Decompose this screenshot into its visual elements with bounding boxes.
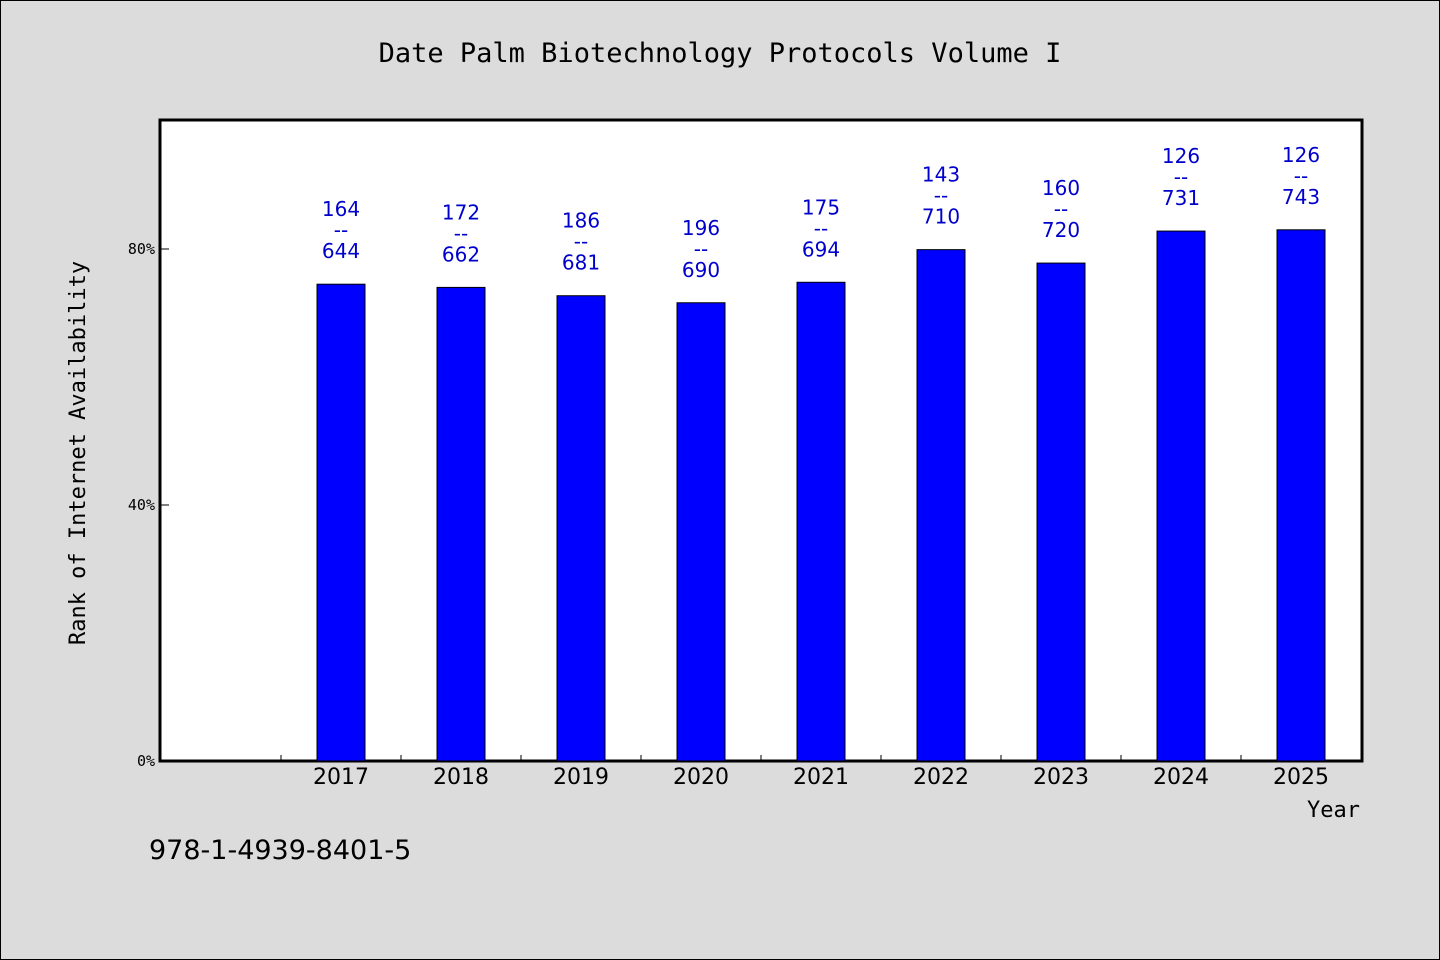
x-tick-label: 2017 (313, 765, 369, 790)
bar-data-label: 694 (802, 237, 840, 261)
x-tick-label: 2024 (1153, 765, 1209, 790)
bar-labels: 164--644172--662186--681196--690175--694… (322, 143, 1320, 282)
bar-data-label: -- (334, 218, 348, 242)
x-tick-label: 2019 (553, 765, 609, 790)
x-tick-label: 2025 (1273, 765, 1329, 790)
chart-title: Date Palm Biotechnology Protocols Volume… (379, 38, 1062, 69)
bar-data-label: 172 (442, 200, 480, 224)
bar-data-label: 126 (1282, 143, 1320, 167)
y-tick-label: 40% (128, 496, 155, 514)
bar-2019 (556, 295, 606, 762)
bar-data-label: 196 (682, 216, 720, 240)
bar-data-label: 126 (1162, 144, 1200, 168)
bar-data-label: 690 (682, 258, 720, 282)
bar-data-label: 160 (1042, 176, 1080, 200)
bar-data-label: -- (694, 237, 708, 261)
bar-data-label: -- (574, 230, 588, 254)
bar-data-label: 186 (562, 209, 600, 233)
bar-data-label: -- (1294, 164, 1308, 188)
x-tick-label: 2022 (913, 765, 969, 790)
bar-2022 (916, 249, 966, 762)
bar-data-label: 720 (1042, 218, 1080, 242)
bar-data-label: 710 (922, 205, 960, 229)
bar-data-label: 164 (322, 197, 360, 221)
bar-data-label: -- (454, 221, 468, 245)
bar-data-label: -- (1054, 197, 1068, 221)
bar-2020 (676, 302, 726, 762)
bar-data-label: 644 (322, 239, 360, 263)
y-tick-label: 80% (128, 240, 155, 258)
bar-data-label: 143 (922, 163, 960, 187)
y-tick-label: 0% (137, 752, 155, 770)
bar-data-label: 681 (562, 251, 600, 275)
bar-2025 (1276, 229, 1326, 762)
isbn-label: 978-1-4939-8401-5 (149, 835, 412, 866)
bar-data-label: -- (1174, 165, 1188, 189)
x-tick-label: 2018 (433, 765, 489, 790)
bar-data-label: -- (814, 216, 828, 240)
bar-2023 (1036, 262, 1086, 762)
bar-2017 (316, 283, 366, 762)
x-tick-label: 2020 (673, 765, 729, 790)
x-tick-label: 2023 (1033, 765, 1089, 790)
bar-2021 (796, 281, 846, 762)
x-axis: 2017 2018 2019 2020 2021 2022 2023 2024 2025 (280, 755, 1329, 790)
bar-data-label: -- (934, 184, 948, 208)
bar-2024 (1156, 230, 1206, 762)
bars (316, 229, 1326, 762)
y-axis: 0% 40% 80% (128, 240, 169, 770)
x-tick-label: 2021 (793, 765, 849, 790)
x-axis-title: Year (1307, 798, 1360, 823)
bar-data-label: 662 (442, 242, 480, 266)
bar-data-label: 731 (1162, 186, 1200, 210)
bar-data-label: 743 (1282, 185, 1320, 209)
bar-2018 (436, 286, 486, 762)
y-axis-title: Rank of Internet Availability (66, 261, 91, 645)
bar-data-label: 175 (802, 195, 840, 219)
